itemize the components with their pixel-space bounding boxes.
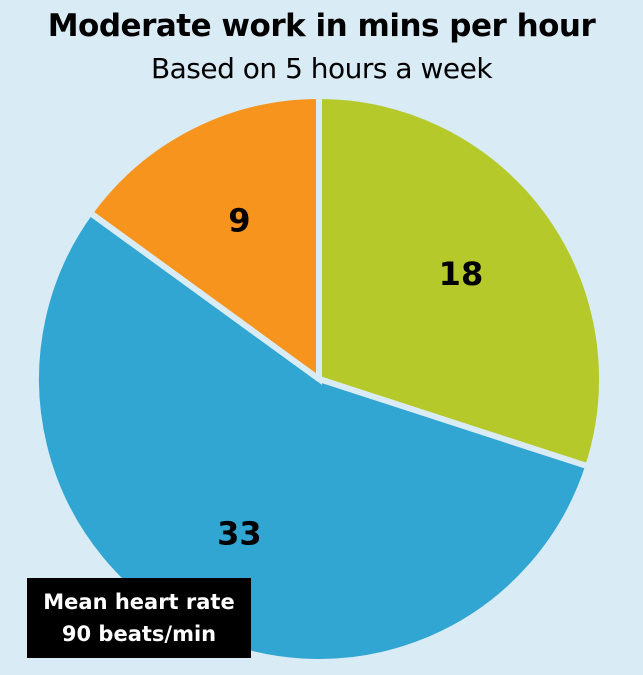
heart-rate-note-line1: Mean heart rate	[43, 590, 235, 614]
slice-label-9: 9	[228, 202, 250, 240]
pie-slice-9	[85, 92, 322, 385]
chart-subtitle: Based on 5 hours a week	[150, 52, 493, 85]
pie-slice-18	[316, 92, 605, 471]
chart-title: Moderate work in mins per hour	[47, 8, 596, 44]
slice-label-33: 33	[217, 514, 262, 552]
heart-rate-note: Mean heart rate 90 beats/min	[27, 578, 251, 658]
heart-rate-note-line2: 90 beats/min	[61, 622, 217, 646]
slice-label-18: 18	[439, 255, 484, 293]
